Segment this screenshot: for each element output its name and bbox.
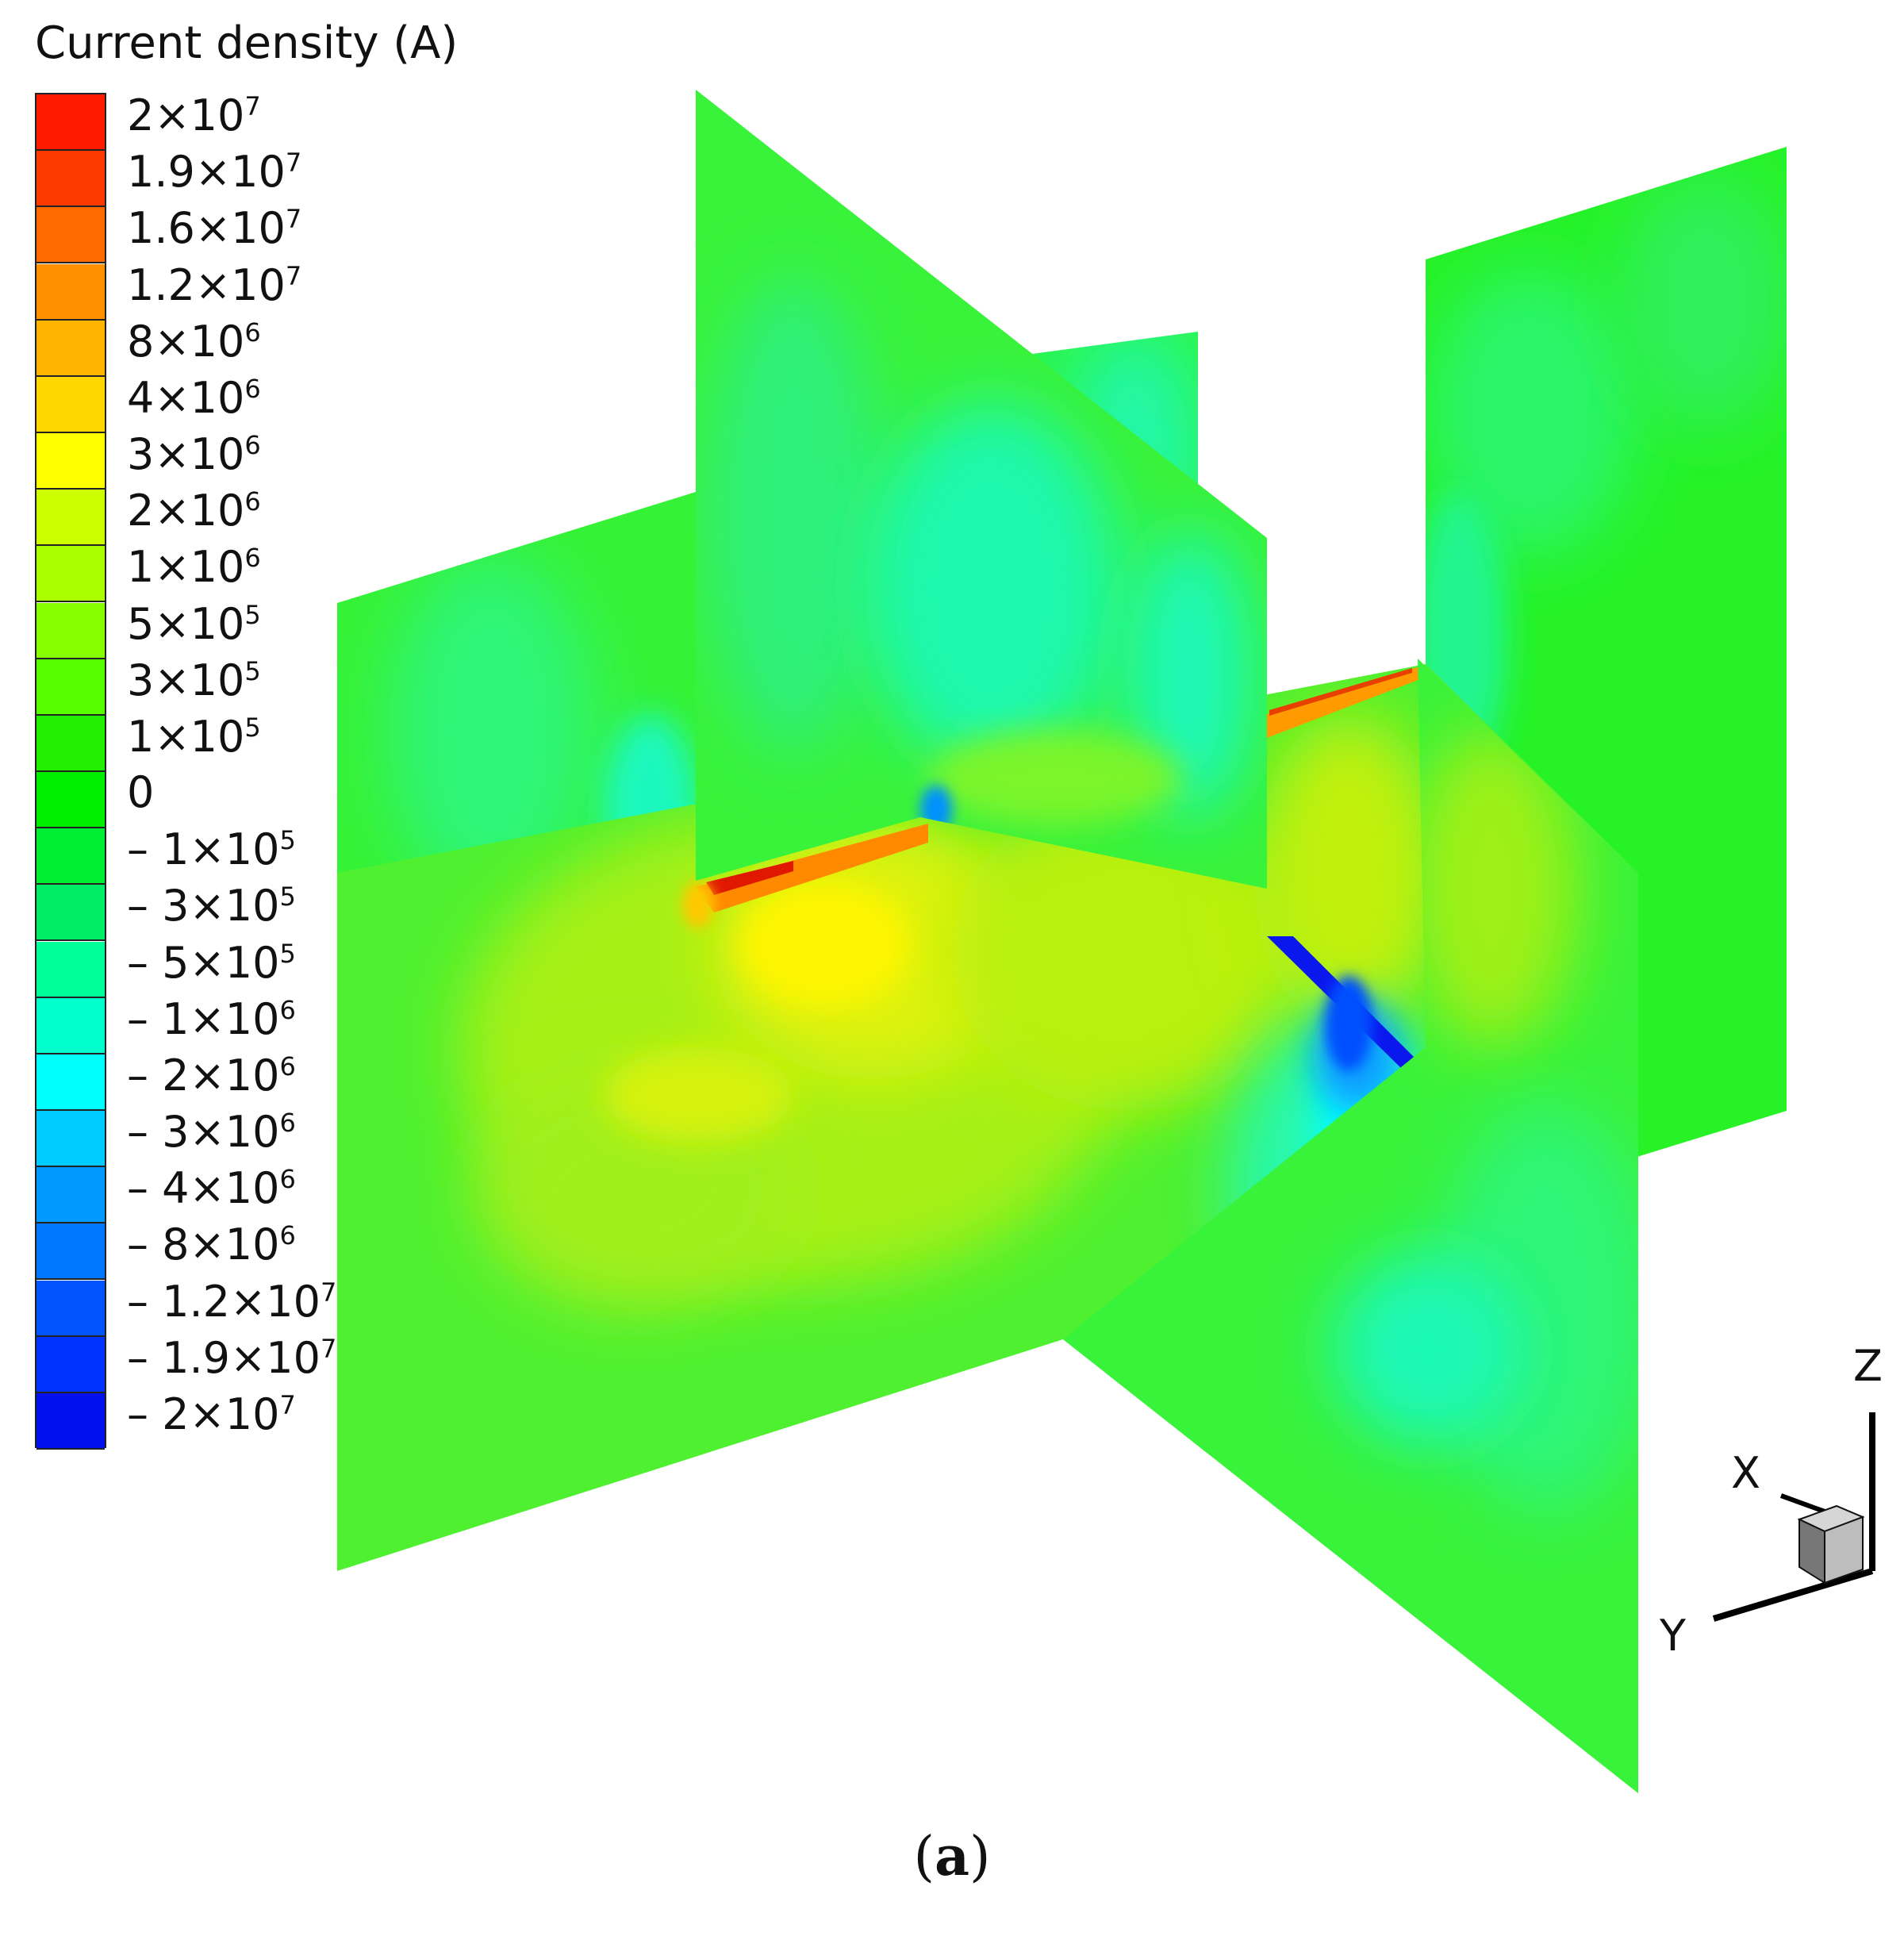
legend-swatch	[36, 602, 105, 659]
axis-triad	[1712, 1412, 1875, 1622]
legend-colorbar	[35, 93, 106, 1450]
legend-swatch	[36, 997, 105, 1054]
legend-swatch	[36, 772, 105, 829]
legend-swatch	[36, 1336, 105, 1393]
legend-label: – 4×106	[127, 1163, 296, 1214]
legend-swatch	[36, 941, 105, 998]
legend-label: 1×106	[127, 542, 261, 593]
legend-swatch	[36, 715, 105, 772]
legend-swatch	[36, 828, 105, 885]
legend-swatch	[36, 94, 105, 152]
legend-label: – 8×106	[127, 1220, 296, 1270]
diagonal-slice-a	[696, 90, 1420, 889]
figure-caption: (a)	[913, 1825, 991, 1888]
legend-label: 3×105	[127, 655, 261, 705]
legend-swatch	[36, 546, 105, 603]
legend-swatch	[36, 1167, 105, 1224]
legend-title: Current density (A)	[35, 17, 459, 69]
front-slice	[337, 664, 1638, 1793]
legend-label: – 1×105	[127, 824, 296, 875]
legend-label: 0	[127, 767, 155, 817]
legend-swatch	[36, 1054, 105, 1111]
legend-label: – 1.2×107	[127, 1276, 337, 1327]
legend-swatch	[36, 376, 105, 433]
legend-label: 3×106	[127, 429, 261, 479]
legend-swatch	[36, 320, 105, 377]
legend-label: 5×105	[127, 598, 261, 649]
axis-label-x: X	[1731, 1448, 1760, 1498]
legend-swatch	[36, 490, 105, 547]
axis-label-z: Z	[1853, 1341, 1883, 1391]
legend-swatch	[36, 151, 105, 208]
legend-label: – 5×105	[127, 937, 296, 988]
legend-label: 1.9×107	[127, 147, 302, 198]
legend-swatch	[36, 1392, 105, 1450]
legend-swatch	[36, 1223, 105, 1281]
legend-label: – 3×106	[127, 1107, 296, 1157]
legend-swatch	[36, 885, 105, 942]
axis-label-y: Y	[1660, 1611, 1686, 1661]
legend-label: 1×105	[127, 711, 261, 762]
diagonal-slice-b	[1063, 659, 1638, 1793]
legend-label: 2×107	[127, 90, 261, 140]
legend-label: – 1×106	[127, 993, 296, 1044]
legend-swatch	[36, 659, 105, 716]
legend-swatch	[36, 1111, 105, 1168]
legend-label: – 2×106	[127, 1050, 296, 1101]
legend-label: – 1.9×107	[127, 1332, 337, 1383]
legend-label: 2×106	[127, 486, 261, 536]
caption-letter: a	[934, 1825, 970, 1888]
legend-swatch	[36, 263, 105, 321]
legend-swatch	[36, 1280, 105, 1337]
legend-label: 8×106	[127, 316, 261, 367]
legend-swatch	[36, 433, 105, 490]
legend-label: 4×106	[127, 372, 261, 423]
legend-label: 1.6×107	[127, 203, 302, 254]
legend-label: – 2×107	[127, 1389, 296, 1439]
legend-swatch	[36, 207, 105, 264]
legend-label: – 3×105	[127, 881, 296, 932]
legend-label: 1.2×107	[127, 259, 302, 310]
